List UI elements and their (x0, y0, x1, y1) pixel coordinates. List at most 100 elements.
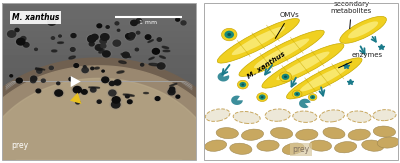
Circle shape (6, 30, 17, 39)
Circle shape (75, 100, 81, 104)
Ellipse shape (323, 127, 345, 139)
Ellipse shape (377, 137, 399, 148)
Ellipse shape (373, 110, 396, 121)
Circle shape (100, 76, 110, 84)
Ellipse shape (217, 19, 299, 63)
Circle shape (312, 96, 314, 98)
Circle shape (136, 19, 142, 23)
Ellipse shape (149, 63, 159, 66)
Ellipse shape (117, 71, 124, 73)
Ellipse shape (334, 142, 357, 153)
Circle shape (124, 33, 132, 39)
Circle shape (181, 21, 186, 25)
Circle shape (175, 17, 180, 22)
Circle shape (308, 94, 317, 101)
Ellipse shape (300, 65, 349, 92)
Ellipse shape (257, 140, 279, 151)
Circle shape (156, 62, 166, 70)
Circle shape (111, 96, 122, 104)
Circle shape (114, 80, 121, 85)
Circle shape (68, 77, 74, 82)
Circle shape (242, 83, 244, 86)
Circle shape (126, 33, 134, 40)
Circle shape (296, 93, 298, 95)
Circle shape (102, 77, 109, 83)
Ellipse shape (148, 40, 153, 42)
Circle shape (97, 24, 102, 28)
Circle shape (145, 35, 151, 39)
Circle shape (126, 34, 131, 38)
Circle shape (103, 51, 110, 57)
Circle shape (125, 94, 130, 98)
Circle shape (70, 48, 75, 51)
Ellipse shape (320, 110, 344, 122)
Circle shape (51, 37, 54, 39)
Circle shape (15, 77, 24, 84)
Ellipse shape (123, 94, 134, 96)
Circle shape (76, 101, 80, 104)
Text: A: A (0, 0, 7, 2)
Circle shape (108, 81, 116, 86)
Circle shape (140, 63, 144, 66)
Circle shape (90, 88, 96, 92)
Text: 1 mm: 1 mm (140, 20, 158, 25)
Circle shape (90, 87, 97, 93)
Ellipse shape (149, 57, 154, 60)
Circle shape (127, 99, 133, 104)
Ellipse shape (233, 111, 260, 124)
Ellipse shape (162, 46, 168, 49)
Circle shape (14, 28, 20, 32)
Circle shape (110, 100, 122, 109)
Circle shape (237, 80, 248, 89)
Circle shape (73, 86, 81, 93)
Circle shape (102, 70, 105, 72)
Circle shape (55, 90, 62, 96)
Ellipse shape (348, 129, 370, 140)
Circle shape (144, 34, 152, 40)
Circle shape (227, 33, 231, 36)
Circle shape (167, 88, 176, 96)
Polygon shape (0, 78, 219, 163)
Text: B: B (200, 0, 208, 2)
Circle shape (73, 63, 80, 68)
Polygon shape (0, 66, 235, 163)
Circle shape (46, 17, 58, 27)
Ellipse shape (36, 68, 45, 70)
Circle shape (176, 18, 180, 21)
Ellipse shape (262, 44, 344, 88)
Circle shape (56, 82, 60, 85)
Circle shape (58, 35, 62, 37)
Circle shape (51, 36, 55, 40)
Ellipse shape (362, 140, 384, 151)
Circle shape (36, 68, 43, 74)
Text: enzymes: enzymes (338, 52, 382, 68)
Circle shape (175, 95, 180, 99)
Ellipse shape (58, 42, 64, 43)
Circle shape (97, 100, 101, 103)
Circle shape (180, 20, 187, 26)
Ellipse shape (239, 30, 324, 76)
Circle shape (41, 78, 46, 83)
Ellipse shape (232, 27, 285, 55)
Circle shape (292, 90, 302, 98)
Circle shape (136, 31, 140, 34)
Circle shape (70, 33, 77, 38)
Text: prey: prey (12, 141, 29, 150)
Circle shape (88, 41, 95, 47)
Circle shape (21, 37, 26, 41)
Circle shape (114, 21, 120, 25)
Circle shape (101, 44, 106, 48)
Circle shape (222, 28, 237, 41)
Circle shape (121, 51, 131, 59)
Circle shape (112, 39, 122, 47)
Text: M. xanthus: M. xanthus (12, 13, 59, 22)
Circle shape (84, 66, 86, 68)
Circle shape (57, 82, 60, 85)
Circle shape (294, 92, 300, 96)
Circle shape (35, 88, 42, 94)
Circle shape (170, 87, 175, 91)
Circle shape (31, 76, 37, 81)
Ellipse shape (121, 54, 131, 58)
Ellipse shape (170, 83, 177, 86)
Circle shape (48, 19, 56, 25)
